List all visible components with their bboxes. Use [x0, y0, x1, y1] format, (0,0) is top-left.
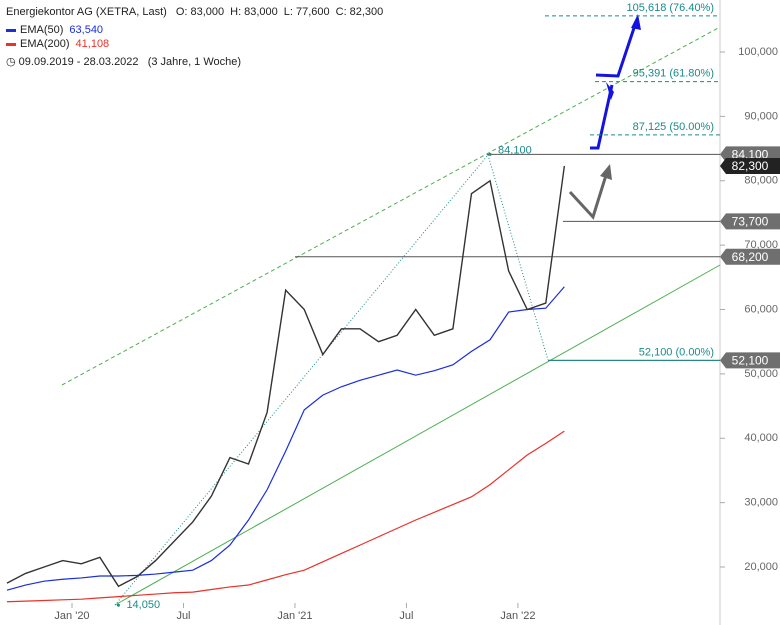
ohlc-value: 83,000	[244, 6, 278, 18]
legend-entry: EMA(200) 41,108	[6, 38, 109, 50]
level-tag	[720, 157, 780, 174]
y-tick-label: 70,000	[744, 239, 778, 251]
title: Energiekontor AG (XETRA, Last)	[6, 6, 167, 18]
ohlc-value: 82,300	[349, 6, 384, 18]
ohlc-name: H:	[230, 6, 242, 18]
y-tick-label: 30,000	[744, 497, 778, 509]
ema-line	[6, 286, 565, 591]
y-tick-label: 80,000	[744, 175, 778, 187]
ohlc-name: O:	[175, 6, 188, 18]
x-tick-label: Jul	[399, 610, 413, 622]
level-tag	[720, 213, 780, 230]
fib-label: 105,618 (76.40%)	[627, 2, 714, 14]
annotation-label: 84,100	[498, 144, 532, 156]
legend-swatch	[6, 42, 16, 46]
level-label: 52,100	[732, 354, 769, 368]
fib-label: 87,125 (50.00%)	[633, 121, 714, 133]
arrow-head	[600, 164, 612, 180]
fib-label: 52,100 (0.00%)	[639, 346, 714, 358]
y-tick-label: 20,000	[744, 561, 778, 573]
date-range: 09.09.2019 - 28.03.2022	[18, 56, 139, 68]
level-label: 82,300	[732, 159, 769, 173]
ohlc-value: 83,000	[190, 6, 225, 18]
annotation-label: 14,050	[126, 599, 160, 611]
ohlc-name: C:	[335, 6, 347, 18]
legend-name: EMA(200)	[20, 38, 70, 50]
arrow	[595, 21, 638, 78]
x-tick-label: Jan '22	[500, 610, 535, 622]
legend-value: 63,540	[69, 24, 104, 36]
arrow-head	[606, 82, 614, 100]
ema-line	[6, 430, 565, 603]
arrow	[568, 171, 609, 220]
trend-line	[114, 264, 721, 606]
y-tick-label: 40,000	[744, 432, 778, 444]
annotation-point	[116, 603, 120, 607]
price-line	[6, 165, 566, 588]
arrow-head	[631, 14, 641, 30]
arrow	[590, 84, 614, 150]
y-tick-label: 60,000	[744, 303, 778, 315]
legend: EMA(50) 63,540 EMA(200) 41,108	[6, 24, 109, 52]
x-tick-label: Jan '21	[277, 610, 312, 622]
legend-name: EMA(50)	[20, 24, 64, 36]
ohlc-value: 77,600	[295, 6, 330, 18]
level-tag	[720, 248, 780, 265]
x-tick-label: Jul	[176, 610, 190, 622]
fib-label: 95,391 (61.80%)	[633, 68, 714, 80]
ohlc-name: L:	[283, 6, 293, 18]
fib-trend	[114, 154, 489, 606]
y-tick-label: 90,000	[744, 110, 778, 122]
trend-channel	[61, 26, 721, 386]
level-label: 73,700	[732, 214, 769, 228]
period: (3 Jahre, 1 Woche)	[147, 56, 242, 68]
header: Energiekontor AG (XETRA, Last) O: 83,000 H…	[6, 6, 383, 18]
y-tick-label: 50,000	[744, 368, 778, 380]
level-label: 68,200	[732, 250, 769, 264]
legend-swatch	[6, 28, 16, 32]
legend-value: 41,108	[75, 38, 110, 50]
range: ◷ 09.09.2019 - 28.03.2022 (3 Jahre, 1 Wo…	[6, 56, 242, 68]
y-tick-label: 100,000	[738, 46, 778, 58]
level-tag	[720, 352, 780, 369]
x-tick-label: Jan '20	[54, 610, 89, 622]
annotation-point	[488, 152, 492, 156]
legend-entry: EMA(50) 63,540	[6, 24, 109, 36]
ohlc: O: 83,000 H: 83,000 L: 77,600 C: 82,300	[170, 6, 383, 18]
